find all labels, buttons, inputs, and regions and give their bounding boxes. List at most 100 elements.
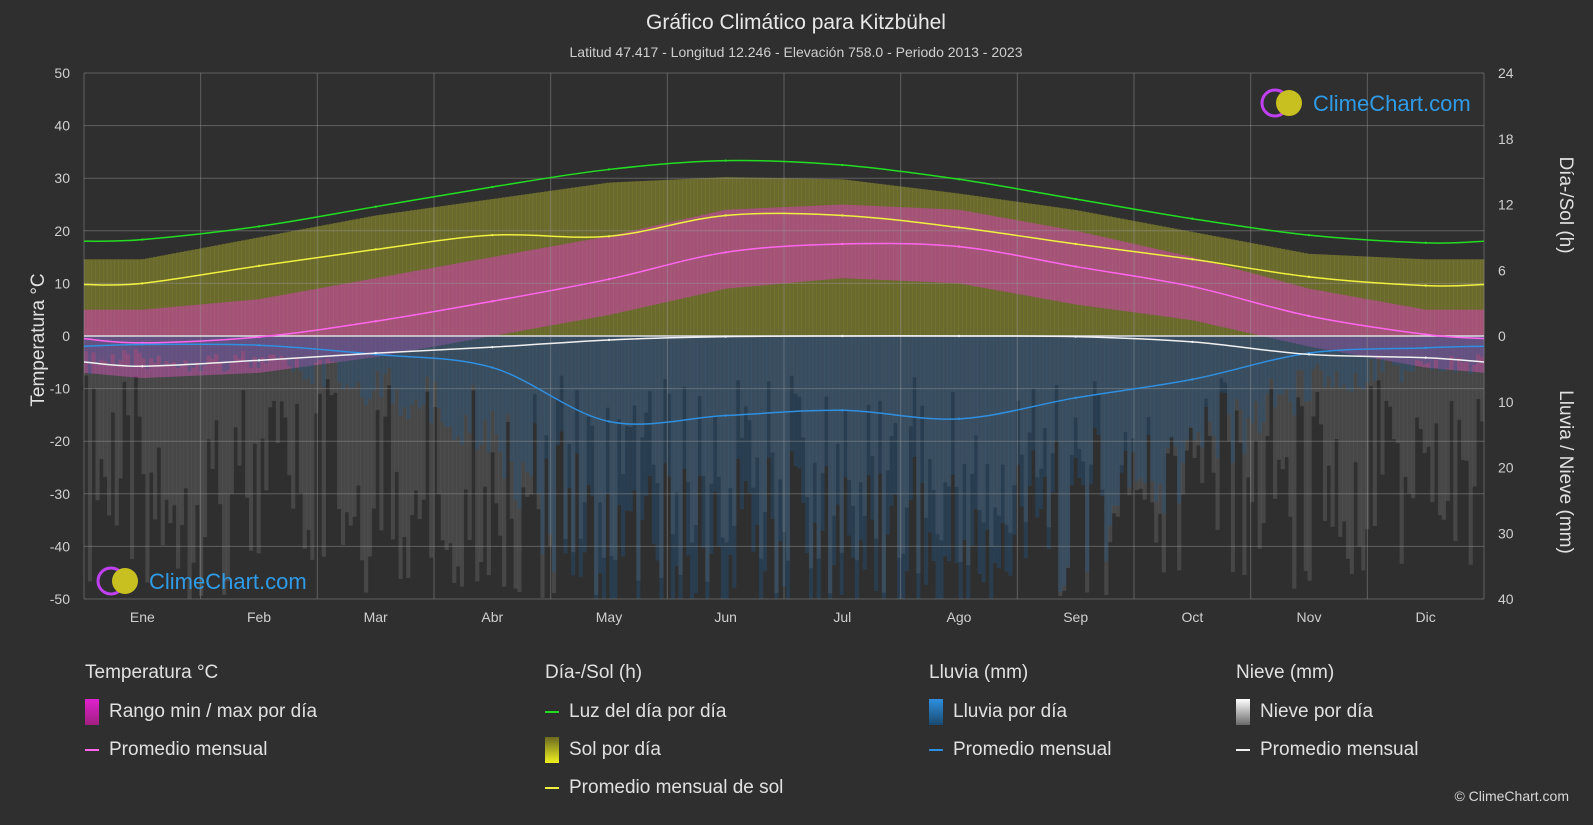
temp-range-bar [310, 289, 315, 366]
logo-sun-icon-bottom [112, 568, 138, 594]
temp-range-bar [624, 232, 629, 311]
rain-day-bar [970, 336, 975, 546]
rain-day-bar [1211, 336, 1216, 436]
snow-day-bar [1353, 336, 1358, 463]
temp-range-bar [1196, 258, 1201, 322]
rain-day-bar [1127, 336, 1132, 488]
temp-range-bar [571, 242, 576, 322]
rain-day-bar [797, 336, 802, 469]
rain-day-bar [1104, 336, 1109, 562]
snow-day-bar [571, 336, 576, 553]
temp-range-bar [237, 300, 242, 374]
snow-day-bar [110, 336, 115, 413]
snow-day-bar [1349, 336, 1354, 575]
temp-range-bar [222, 302, 227, 375]
snow-day-bar [521, 336, 526, 488]
rain-avg-line-point [1074, 396, 1077, 400]
temp-range-bar [1215, 263, 1220, 326]
sun-day-bar [141, 259, 146, 336]
snow-day-bar [1311, 336, 1316, 417]
rain-day-bar [379, 336, 384, 398]
left-tick-label: -30 [50, 486, 70, 502]
left-tick-label: -10 [50, 381, 70, 397]
rain-day-bar [1330, 336, 1335, 388]
snow-day-bar [693, 336, 698, 525]
daylight-line-point [607, 168, 611, 171]
temp-range-bar [609, 235, 614, 315]
temp-range-bar [383, 276, 388, 356]
temp-range-bar [674, 220, 679, 300]
rain-day-bar [248, 336, 254, 368]
rain-day-bar [1150, 336, 1155, 482]
temp-range-bar [820, 205, 825, 280]
rain-day-bar [1322, 336, 1328, 388]
rain-day-bar [448, 336, 453, 427]
rain-day-bar [1411, 336, 1416, 372]
snow-day-bar [555, 336, 560, 400]
sun-day-bar [1426, 259, 1431, 336]
rain-day-bar [1403, 336, 1408, 370]
snow-day-bar [321, 336, 326, 557]
temp-range-bar [563, 243, 568, 323]
sun-day-bar [145, 258, 150, 336]
snow-day-bar [1426, 336, 1431, 447]
temp-range-bar [1365, 299, 1370, 357]
snow-day-bar [337, 336, 342, 510]
rain-day-bar [153, 336, 158, 363]
month-label: Nov [1297, 609, 1322, 625]
temp-range-bar [279, 295, 284, 370]
snow-day-bar [1065, 336, 1071, 568]
temp-range-bar [325, 286, 330, 364]
temp-range-bar [644, 227, 649, 307]
rain-day-bar [1027, 336, 1032, 486]
temp-range-bar [456, 263, 461, 343]
rain-day-bar [172, 336, 177, 362]
snow-day-bar [279, 336, 284, 402]
rain-day-bar [586, 336, 591, 486]
rain-day-bar [1131, 336, 1136, 453]
temp-range-bar [528, 250, 534, 330]
rain-day-bar [1234, 336, 1239, 400]
rain-day-bar [732, 336, 737, 589]
temp-range-bar [1330, 292, 1335, 351]
temp-range-bar [1000, 217, 1005, 292]
snow-day-bar [1196, 336, 1201, 446]
rain-day-bar [962, 336, 967, 540]
daylight-line-point [374, 205, 377, 208]
snow-day-bar [1123, 336, 1128, 432]
rain-day-bar [954, 336, 959, 563]
temp-range-bar [617, 233, 622, 313]
snow-day-bar [187, 336, 192, 599]
temp-range-bar [732, 209, 737, 288]
temp-range-bar [1399, 305, 1404, 364]
snow-day-bar [1173, 336, 1178, 456]
temp-range-bar [843, 204, 848, 279]
rain-day-bar [509, 336, 514, 462]
sun-avg-line-point [491, 233, 494, 237]
rain-day-bar [897, 336, 902, 599]
temp-range-bar [1353, 297, 1358, 355]
rain-day-bar [728, 336, 733, 555]
logo-sun-icon [1276, 90, 1302, 116]
rain-day-bar [479, 336, 484, 445]
temp-range-bar [440, 266, 445, 345]
temp-range-bar [1088, 234, 1094, 307]
temp-range-bar [225, 301, 231, 375]
temp-range-bar [866, 205, 871, 280]
rain-day-bar [1035, 336, 1040, 518]
rain-day-bar [1292, 336, 1297, 416]
snow-day-bar [1146, 336, 1151, 417]
temp-range-bar [831, 204, 837, 279]
snow-day-bar [1096, 336, 1101, 394]
snow-day-bar [486, 336, 491, 576]
temp-range-bar [532, 249, 537, 329]
rain-day-bar [551, 336, 557, 573]
sun-day-bar [1480, 259, 1485, 336]
rain-day-bar [1437, 336, 1443, 372]
rain-day-bar [774, 336, 779, 599]
snow-day-bar [720, 336, 725, 538]
temp-range-bar [494, 256, 499, 336]
rain-day-bar [739, 336, 745, 510]
snow-day-bar [943, 336, 948, 483]
rain-day-bar [996, 336, 1002, 569]
